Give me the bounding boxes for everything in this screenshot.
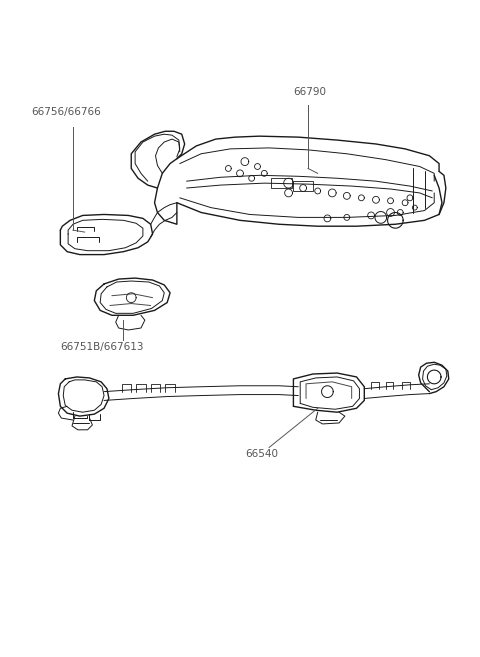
Bar — [271, 178, 292, 188]
Text: 66756/66766: 66756/66766 — [31, 106, 101, 117]
Text: 66751B/667613: 66751B/667613 — [60, 342, 144, 351]
Text: 66540: 66540 — [245, 449, 278, 459]
Text: 66790: 66790 — [293, 87, 326, 97]
Bar — [293, 181, 313, 191]
